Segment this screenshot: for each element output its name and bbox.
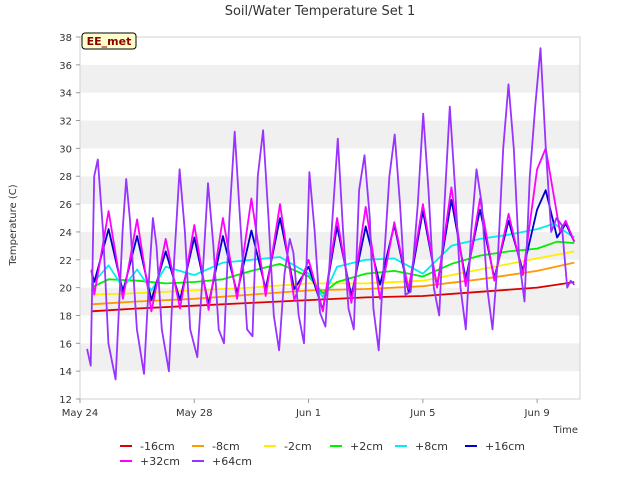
y-tick-label: 16 — [59, 339, 72, 350]
series-line-plus2cm — [91, 240, 575, 295]
grid-band — [80, 204, 580, 232]
series-line-minus16cm — [91, 281, 575, 313]
legend-label: +8cm — [415, 440, 448, 453]
y-axis-label: Temperature (C) — [8, 184, 19, 266]
x-axis-ticks: May 24 May 28 Jun 1 Jun 5 Jun 9 — [62, 399, 550, 419]
y-tick-label: 24 — [59, 228, 72, 239]
legend-label: +32cm — [140, 455, 180, 468]
x-tick-label: May 24 — [62, 408, 99, 419]
badge-box — [81, 32, 137, 50]
series-lines — [86, 47, 576, 381]
grid-band — [80, 315, 580, 344]
y-tick-label: 22 — [59, 256, 72, 267]
station-badge: EE_met — [81, 32, 137, 50]
y-tick-label: 14 — [59, 367, 72, 378]
x-tick-label: Jun 5 — [409, 408, 435, 419]
chart-title: Soil/Water Temperature Set 1 — [225, 4, 416, 19]
y-tick-label: 20 — [59, 284, 72, 295]
y-tick-label: 34 — [59, 89, 72, 100]
grid-band — [80, 343, 580, 372]
y-tick-label: 12 — [59, 395, 72, 406]
y-tick-label: 30 — [59, 144, 72, 155]
y-axis-ticks: 12 14 16 18 20 22 24 26 28 30 32 34 36 38 — [59, 33, 80, 406]
y-tick-label: 36 — [59, 61, 72, 72]
legend-label: +16cm — [485, 440, 525, 453]
grid-band — [80, 371, 580, 399]
y-tick-label: 18 — [59, 311, 72, 322]
y-tick-label: 28 — [59, 172, 72, 183]
grid-band — [80, 37, 580, 65]
grid-band — [80, 148, 580, 177]
x-axis-label: Time — [553, 425, 578, 436]
grid-band — [80, 64, 580, 93]
legend-label: -2cm — [284, 440, 312, 453]
series-line-plus64cm — [86, 47, 575, 381]
y-tick-label: 32 — [59, 117, 72, 128]
legend-label: +64cm — [212, 455, 252, 468]
grid-bands — [80, 37, 580, 399]
badge-label: EE_met — [87, 35, 132, 48]
x-tick-label: May 28 — [176, 408, 213, 419]
y-tick-label: 26 — [59, 200, 72, 211]
legend-label: -16cm — [140, 440, 175, 453]
grid-band — [80, 92, 580, 121]
y-tick-label: 38 — [59, 33, 72, 44]
series-line-minus8cm — [91, 261, 575, 306]
legend: -16cm -8cm -2cm +2cm +8cm +16cm +32cm +64cm — [120, 440, 525, 468]
plot-frame — [79, 36, 581, 400]
x-tick-label: Jun 9 — [524, 408, 550, 419]
series-line-plus32cm — [90, 147, 576, 313]
series-line-plus16cm — [90, 189, 576, 311]
legend-label: +2cm — [350, 440, 383, 453]
series-line-minus2cm — [91, 250, 575, 296]
legend-label: -8cm — [212, 440, 240, 453]
grid-band — [80, 176, 580, 205]
x-tick-label: Jun 1 — [295, 408, 321, 419]
grid-band — [80, 120, 580, 149]
